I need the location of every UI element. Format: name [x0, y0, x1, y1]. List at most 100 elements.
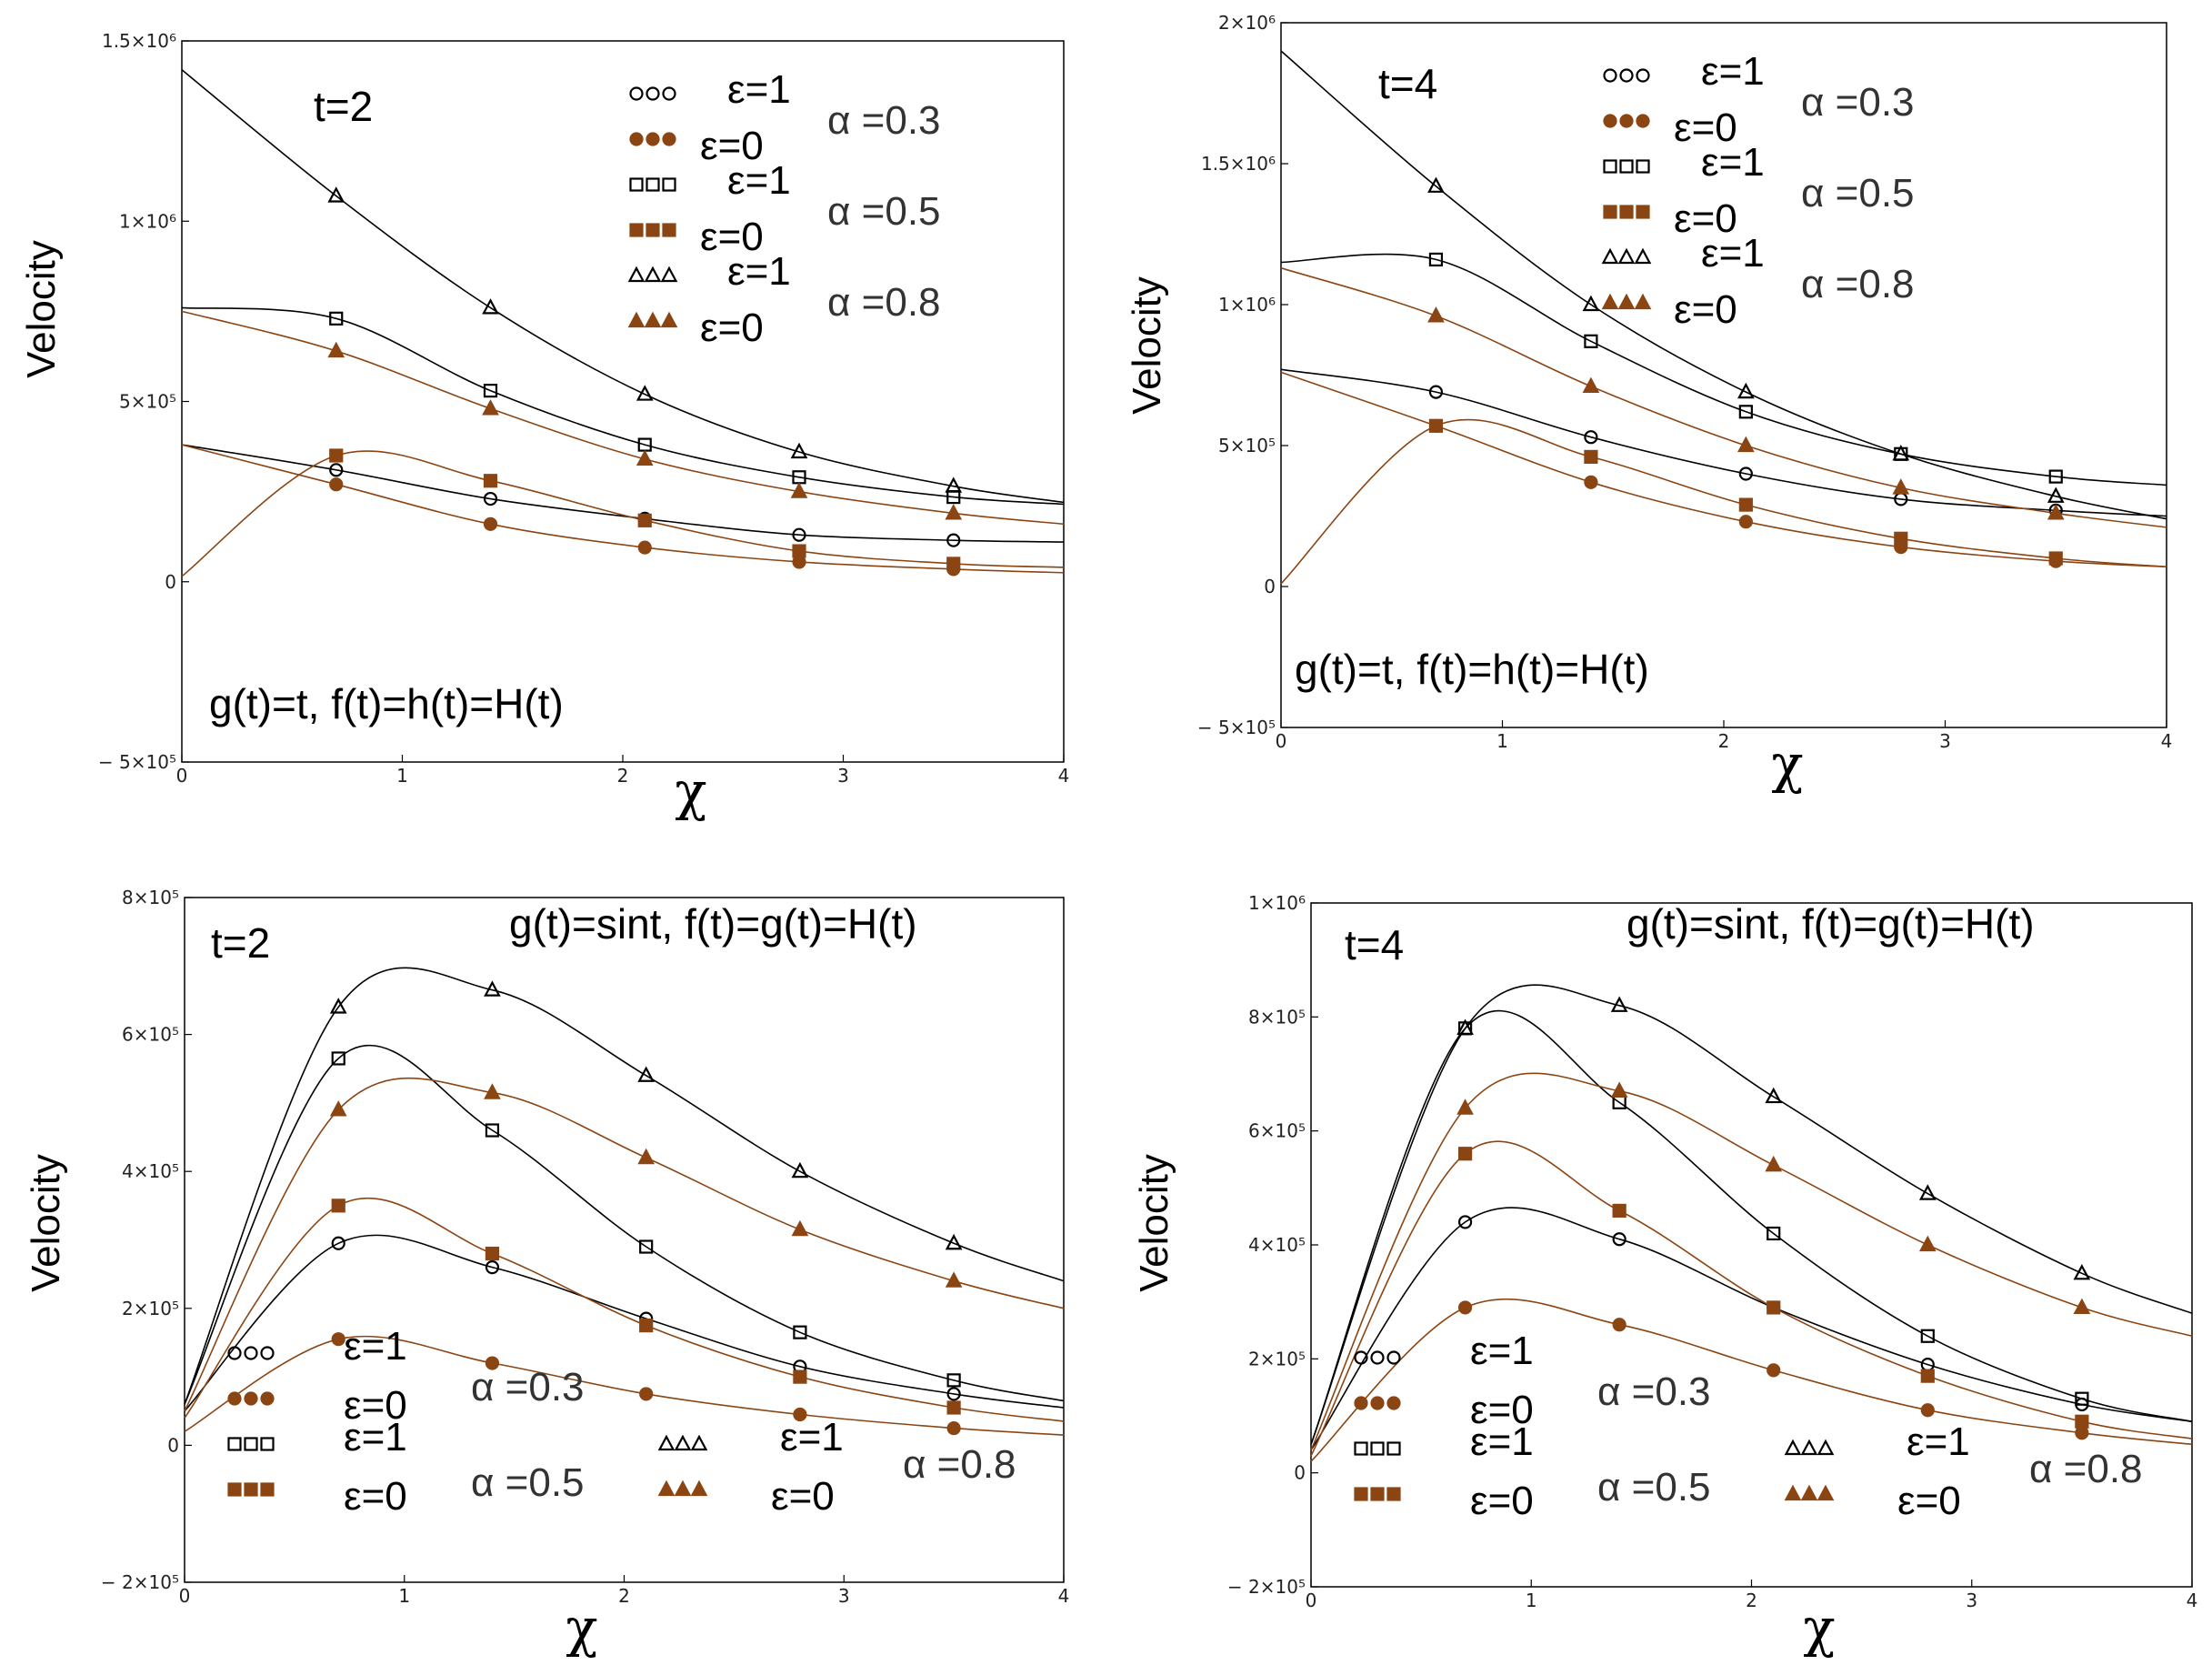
legend-marker-square	[629, 177, 644, 192]
legend-marker-triangle	[1634, 247, 1652, 265]
data-point-square	[329, 311, 344, 326]
legend-alpha-label: α =0.3	[1801, 80, 1915, 125]
legend-alpha-label: α =0.8	[903, 1442, 1016, 1487]
data-point-triangle	[945, 1271, 963, 1288]
legend-marker-triangle	[674, 1434, 692, 1451]
data-point-circle	[1457, 1215, 1473, 1229]
series-line-eps1-alpha0.3	[184, 1234, 1065, 1412]
series-group	[1310, 1140, 2193, 1457]
legend: ε=1ε=0ε=1ε=0ε=1ε=0α =0.3α =0.5α =0.8	[627, 67, 941, 350]
legend-marker-triangle	[644, 311, 662, 328]
series-line-eps0-alpha0.8	[184, 1077, 1065, 1412]
data-point-circle	[639, 1387, 654, 1401]
data-point-circle	[1428, 385, 1444, 399]
series-line-eps0-alpha0.5	[184, 1197, 1065, 1422]
legend-marker-triangle	[1784, 1484, 1802, 1501]
data-point-circle	[331, 1332, 345, 1347]
legend-label: ε=1	[344, 1415, 407, 1459]
y-tick-label: 2×10⁵	[1248, 1348, 1306, 1369]
legend-marker-circle	[629, 132, 644, 146]
data-point-triangle	[1456, 1018, 1474, 1035]
series-line-eps0-alpha0.5	[181, 450, 1065, 577]
data-point-circle	[1738, 515, 1753, 529]
data-point-triangle	[1427, 176, 1445, 193]
legend-marker-circle	[260, 1346, 275, 1360]
chart-panel-bottom-left: 8×10⁵ 6×10⁵ 4×10⁵ 2×10⁵ 0− 2×10⁵ 0 1 2 3 4 Velocit…	[0, 832, 1106, 1665]
legend-marker-square	[1619, 205, 1634, 219]
legend-alpha-label: α =0.5	[471, 1460, 585, 1505]
legend-label: ε=1	[727, 249, 791, 294]
legend-marker-square	[1636, 159, 1650, 174]
data-point-triangle	[790, 442, 808, 459]
data-point-triangle	[637, 1066, 656, 1082]
legend-alpha-label: α =0.8	[1801, 262, 1915, 306]
data-point-triangle	[945, 476, 963, 493]
data-point-square	[2075, 1414, 2089, 1429]
data-point-circle	[1920, 1403, 1935, 1418]
legend-marker-triangle	[1601, 247, 1619, 265]
data-point-circle	[2075, 1426, 2089, 1440]
data-point-triangle	[2047, 504, 2065, 520]
data-point-square	[1612, 1203, 1626, 1218]
legend-marker-triangle	[1784, 1439, 1802, 1456]
x-tick-label: 3	[837, 765, 849, 787]
series-group	[1310, 984, 2193, 1445]
data-point-triangle	[2073, 1298, 2091, 1315]
legend-marker-circle	[646, 86, 660, 101]
y-axis-label: Velocity	[19, 240, 64, 378]
legend-marker-triangle	[674, 1479, 692, 1497]
chart-title: t=4	[1345, 921, 1404, 968]
x-tick-label: 0	[179, 1585, 191, 1607]
x-tick-label: 2	[617, 765, 629, 787]
data-point-triangle	[482, 298, 499, 315]
data-point-circle	[946, 1387, 961, 1401]
legend-marker-circle	[1619, 68, 1634, 83]
legend-marker-circle	[1370, 1350, 1385, 1365]
series-group	[1310, 1072, 2193, 1450]
chart-title: t=2	[314, 83, 373, 130]
legend-marker-square	[1636, 205, 1650, 219]
data-point-triangle	[484, 1083, 501, 1099]
function-annotation: g(t)=sint, f(t)=g(t)=H(t)	[509, 900, 917, 948]
data-point-square	[946, 1373, 961, 1388]
x-tick-label: 4	[1058, 765, 1070, 787]
data-point-square	[1428, 252, 1444, 266]
legend-marker-circle	[244, 1346, 258, 1360]
data-point-square	[946, 1400, 961, 1415]
legend-marker-square	[227, 1482, 242, 1497]
data-point-square	[485, 1246, 500, 1261]
data-point-square	[793, 1369, 807, 1384]
x-axis-label: χ	[675, 760, 706, 822]
legend-marker-square	[646, 177, 660, 192]
legend-marker-triangle	[1634, 293, 1652, 310]
series-group	[181, 310, 1065, 526]
series-group	[184, 1332, 1065, 1436]
legend-marker-triangle	[1601, 293, 1619, 310]
data-point-circle	[792, 527, 806, 542]
data-point-square	[1920, 1329, 1935, 1343]
y-tick-label: 6×10⁵	[1248, 1120, 1306, 1142]
data-point-triangle	[1918, 1184, 1937, 1200]
x-tick-label: 4	[2161, 730, 2173, 752]
legend-marker-circle	[662, 132, 676, 146]
data-point-triangle	[790, 482, 808, 498]
legend-label: ε=0	[1674, 196, 1737, 241]
chart-panel-top-left: 1.5×10⁶ 1×10⁶ 5×10⁵ 0− 5×10⁵ 0 1 2 3 4 Velocity χ t…	[0, 0, 1106, 832]
data-point-triangle	[1737, 382, 1755, 399]
y-tick-label: 1×10⁶	[1218, 294, 1276, 316]
legend-marker-square	[1354, 1487, 1368, 1501]
data-point-circle	[1612, 1232, 1626, 1247]
data-point-triangle	[329, 998, 347, 1014]
y-tick-label: − 5×10⁵	[98, 751, 176, 773]
y-axis-label: Velocity	[1125, 276, 1169, 415]
legend-marker-triangle	[1817, 1484, 1835, 1501]
data-point-circle	[1584, 475, 1598, 489]
data-point-circle	[485, 1260, 500, 1275]
y-tick-label: 0	[1264, 576, 1276, 597]
series-line-eps1-alpha0.5	[184, 1044, 1065, 1405]
data-point-triangle	[791, 1161, 809, 1179]
data-point-triangle	[1918, 1235, 1937, 1252]
y-tick-label: 8×10⁵	[122, 887, 179, 908]
